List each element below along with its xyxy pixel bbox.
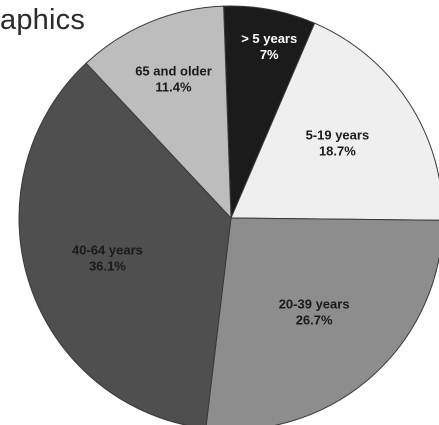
slice-20-39-years [205,217,439,425]
slice-category-label: 65 and older [135,63,212,78]
slice-category-label: 5-19 years [306,127,370,142]
slice-value-label: 18.7% [319,143,356,158]
slice-category-label: > 5 years [241,31,297,46]
slice-value-label: 7% [260,47,279,62]
slice-category-label: 20-39 years [279,297,350,312]
slice-value-label: 26.7% [296,313,333,328]
slice-65-and-older [85,5,232,220]
slice-value-label: 36.1% [89,258,126,273]
slice-40-64-years [18,62,232,425]
slice-5-19-years [230,22,439,221]
slice-value-label: 11.4% [155,79,192,94]
slice-category-label: 40-64 years [72,242,143,257]
chart-title: aphics [0,4,86,36]
